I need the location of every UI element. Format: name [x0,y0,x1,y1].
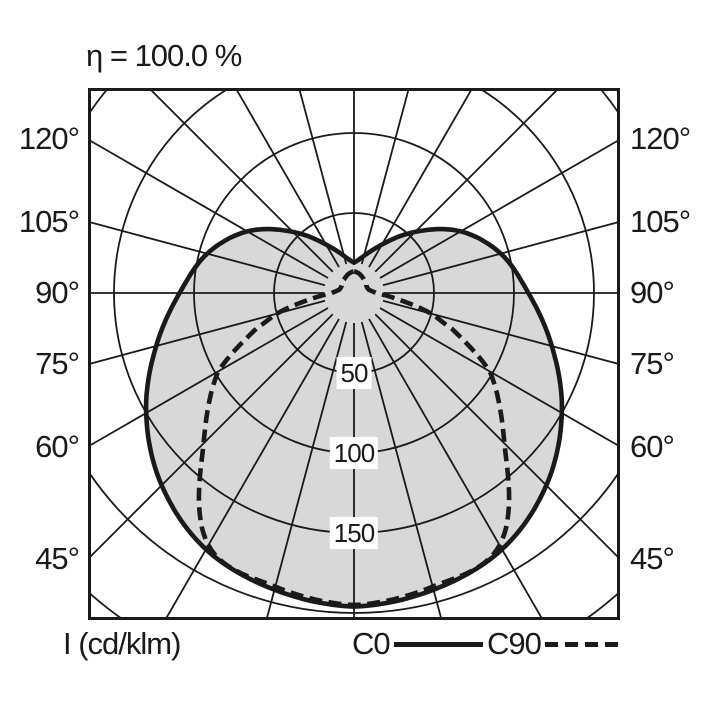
grid-ray-345 [265,321,348,619]
legend-c0-line-sample [394,642,483,647]
grid-ray-195 [298,89,348,265]
legend-c90-line-sample [545,642,625,647]
axis-unit-label: I (cd/klm) [63,626,181,661]
legend-c90-label: C90 [487,626,542,661]
grid-ray-15 [360,321,443,619]
grid-ray-150 [368,89,473,268]
angle-tick-left-90: 90° [35,275,80,310]
plot-border [88,88,620,620]
angle-tick-right-120: 120° [630,121,691,156]
grid-ray-75 [382,299,619,365]
ring-tick-50: 50 [336,357,372,389]
angle-tick-left-45: 45° [35,541,80,576]
grid-ray-120 [379,138,619,279]
grid-ray-105 [382,221,619,287]
angle-tick-left-105: 105° [18,204,80,239]
grid-ray-135 [374,89,560,273]
angle-tick-right-60: 60° [630,429,675,464]
grid-ray-255 [89,221,326,287]
angle-tick-left-60: 60° [35,429,80,464]
angle-tick-right-75: 75° [630,346,675,381]
angle-tick-right-45: 45° [630,541,675,576]
efficiency-title: η = 100.0 % [86,38,242,73]
c90-curve [196,269,512,608]
grid-ray-225 [148,89,334,273]
grid-ray-60 [379,307,619,448]
ring-tick-150: 150 [329,517,379,549]
grid-ray-240 [89,138,329,279]
legend-c0-label: C0 [352,626,391,661]
grid-ray-300 [89,307,329,448]
angle-tick-right-105: 105° [630,204,691,239]
angle-tick-right-90: 90° [630,275,675,310]
angle-tick-left-120: 120° [18,121,80,156]
grid-ray-165 [360,89,410,265]
grid-ray-45 [374,313,619,560]
grid-ray-285 [89,299,326,365]
grid-ray-210 [235,89,340,268]
ring-tick-100: 100 [329,437,379,469]
angle-tick-left-75: 75° [35,346,80,381]
grid-ray-315 [89,313,334,560]
